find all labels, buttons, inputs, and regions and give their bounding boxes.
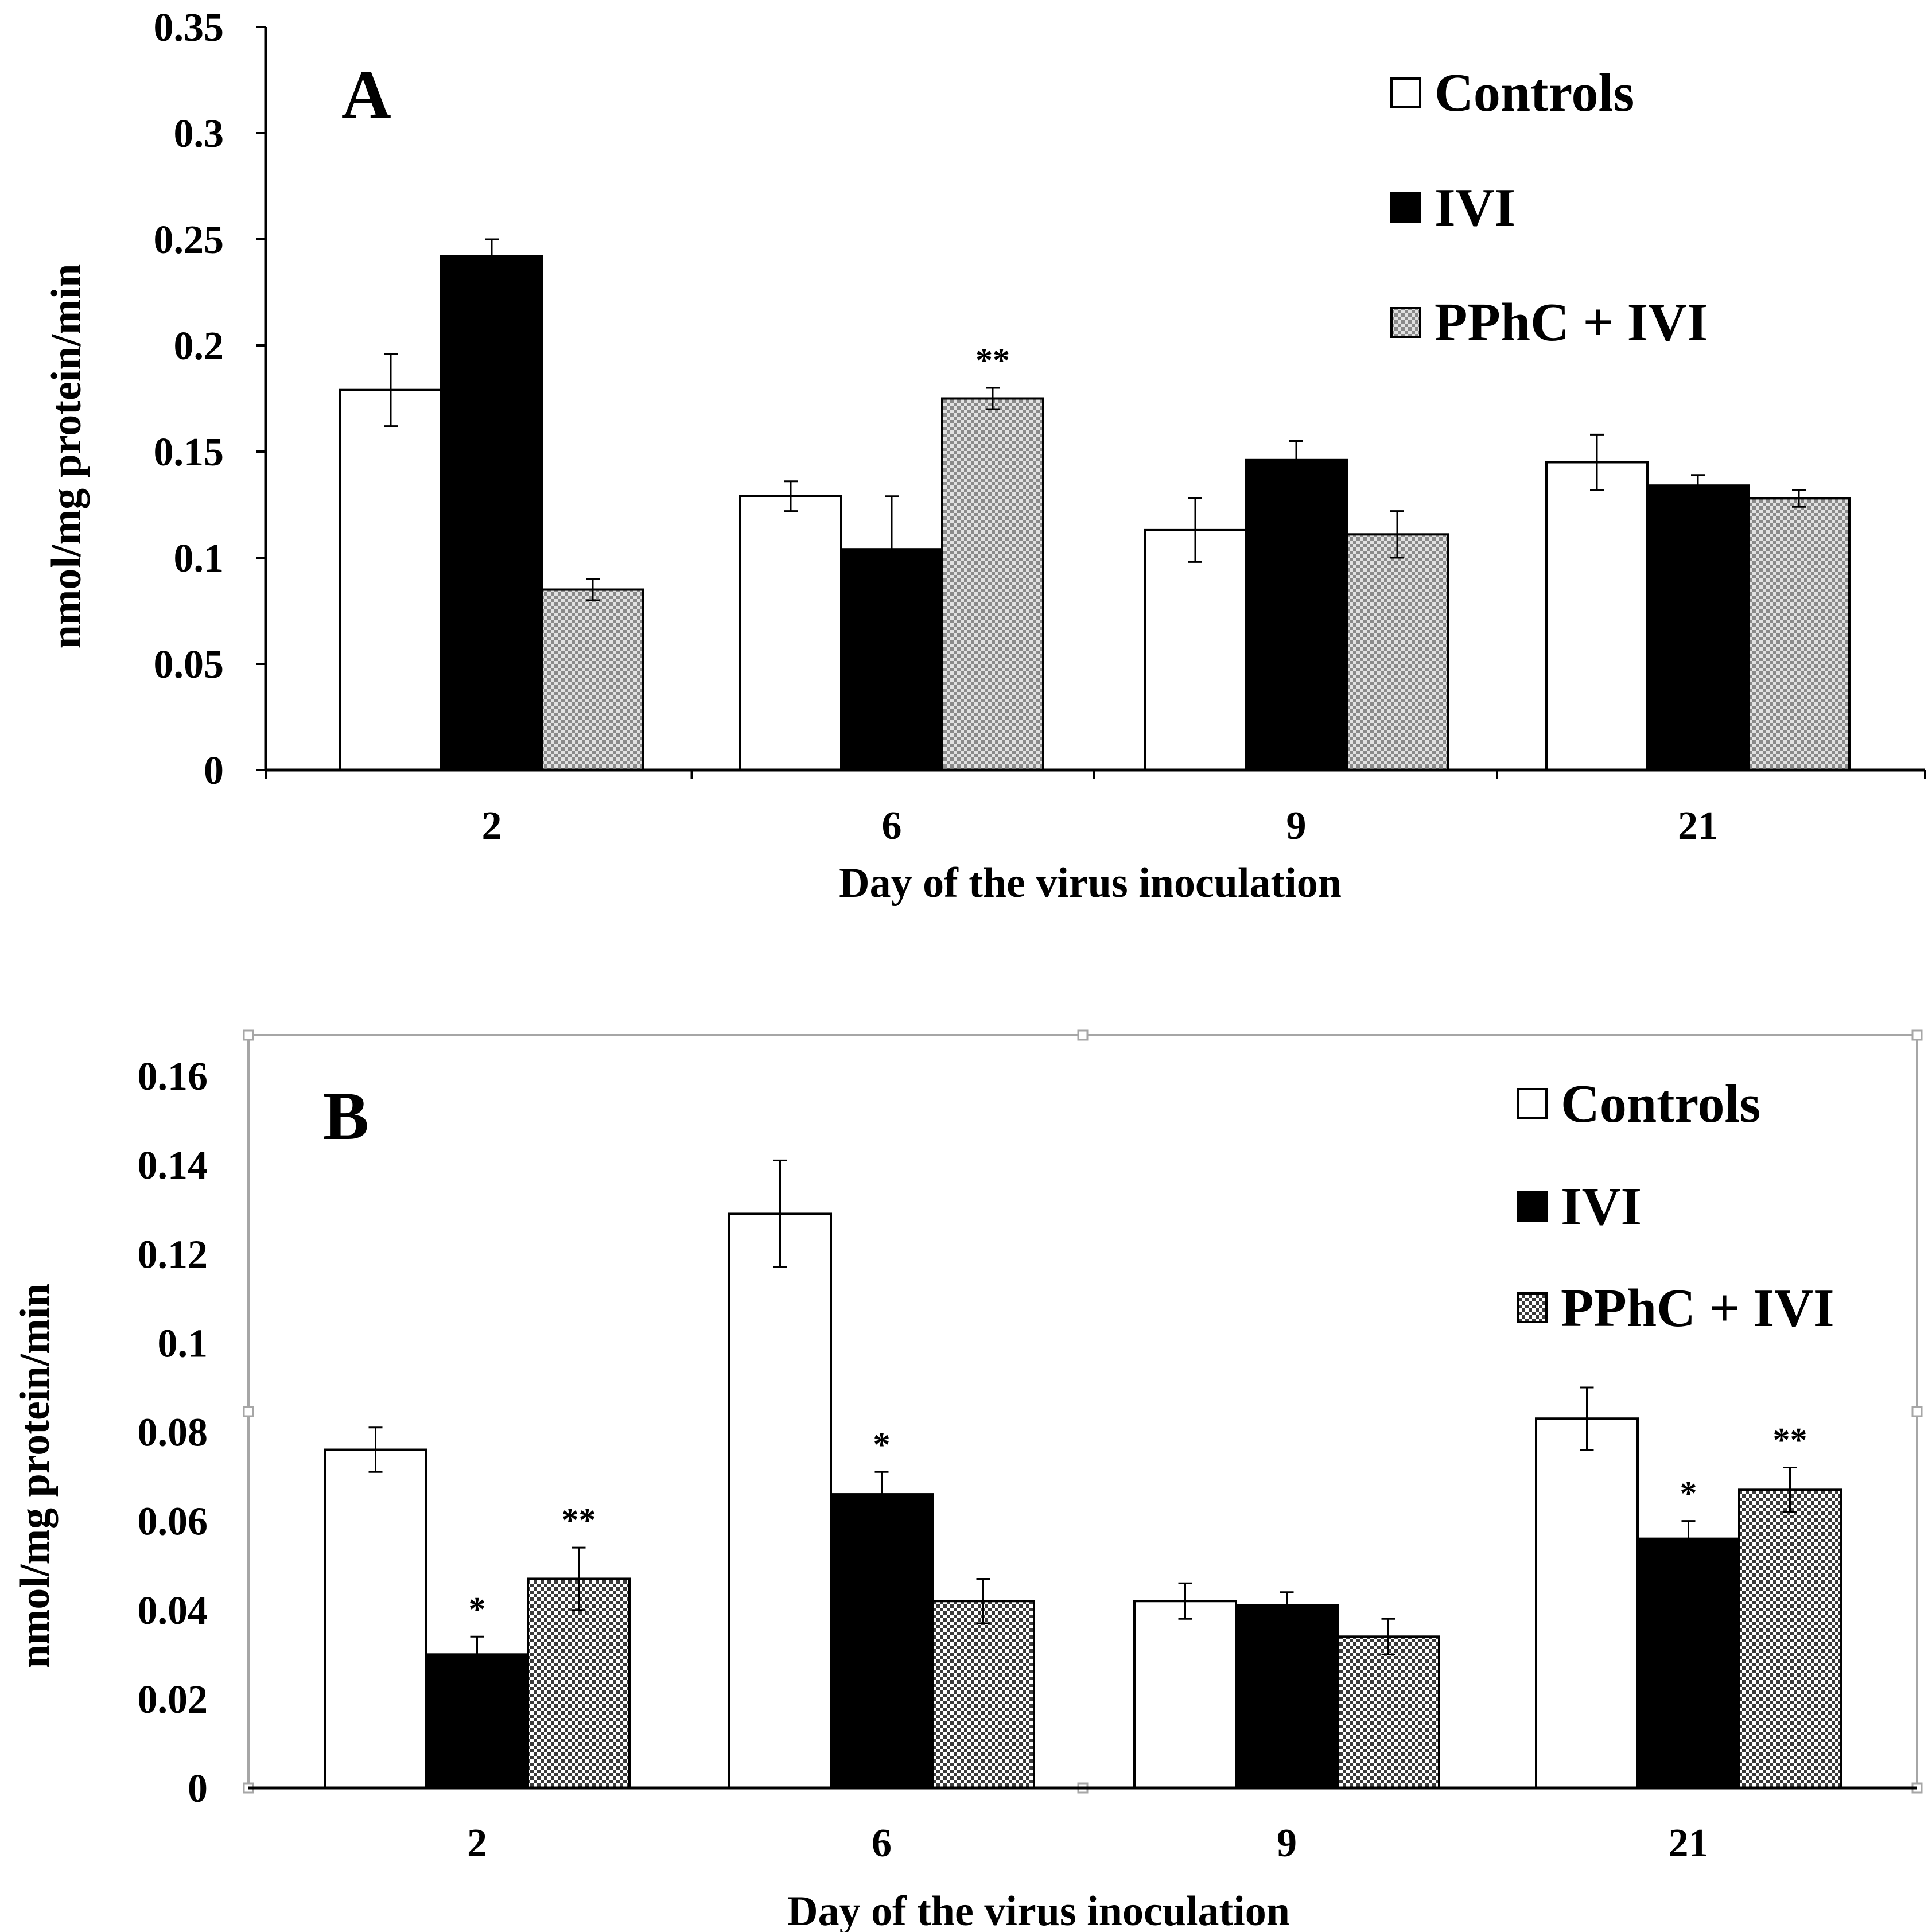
significance-marker: ** [975,341,1010,379]
y-tick-label: 0.14 [138,1144,208,1188]
x-axis-tick-labels: 2 6 9 21 [265,770,1926,848]
y-tick-label: 0.05 [154,643,224,687]
x-tick-label: 2 [467,1821,487,1865]
x-axis-title: Day of the virus inoculation [787,1888,1290,1932]
bar-controls-day-6 [739,495,842,771]
legend-label-controls: Controls [1561,1074,1760,1134]
significance-marker: * [469,1590,486,1628]
y-tick-label: 0.1 [174,537,224,581]
panel-label: A [341,56,391,133]
bar-ivi-day-2 [425,1653,529,1789]
y-tick-label: 0.3 [174,112,224,156]
significance-group: ** [975,341,1010,379]
bar-ivi-day-9 [1235,1604,1339,1789]
y-tick-label: 0 [188,1767,208,1811]
bar-group [324,1212,1842,1790]
y-tick-label: 0.1 [158,1321,208,1366]
bar-controls-day-9 [1133,1600,1237,1790]
y-tick-label: 0.06 [138,1500,208,1544]
bar-ivi-day-21 [1636,1537,1740,1789]
y-tick-label: 0 [204,749,224,793]
bar-pphc-ivi-day-2 [541,588,644,771]
bar-controls-day-9 [1144,528,1247,772]
bar-ivi-day-9 [1245,458,1348,771]
y-tick-label: 0.25 [154,218,224,262]
y-tick-label: 0.35 [154,6,224,50]
bar-pphc-ivi-day-21 [1738,1488,1842,1790]
y-tick-label: 0.04 [138,1589,208,1633]
bar-ivi-day-6 [830,1493,934,1789]
bar-ivi-day-21 [1646,484,1750,771]
chart-panel-b: B nmol/mg protein/min Day of the virus i… [11,1029,1923,1932]
resize-handle-icon[interactable] [1911,1406,1923,1417]
y-axis-title: nmol/mg protein/min [11,1284,59,1669]
legend-swatch-pphc-ivi [1517,1292,1548,1323]
legend-label-controls: Controls [1435,63,1634,123]
significance-marker: ** [562,1501,596,1539]
y-axis-ticks: 0 0.02 0.04 0.06 0.08 0.1 0.12 0.14 0.16 [138,1055,208,1811]
significance-marker: * [1680,1475,1697,1513]
bar-pphc-ivi-day-21 [1747,497,1851,772]
x-tick-label: 9 [1286,804,1307,848]
x-tick-label: 6 [872,1821,892,1865]
chart-panel-a: A nmol/mg protein/min Day of the virus i… [43,6,1926,907]
y-tick-label: 0.12 [138,1233,208,1277]
legend-label-ivi: IVI [1561,1177,1642,1237]
x-tick-label: 21 [1669,1821,1709,1865]
legend-swatch-controls [1517,1088,1548,1119]
resize-handle-icon[interactable] [243,1406,254,1417]
resize-handle-icon[interactable] [1077,1029,1089,1041]
bar-pphc-ivi-day-6 [941,397,1044,771]
bar-pphc-ivi-day-9 [1336,1635,1440,1790]
x-tick-label: 21 [1678,804,1718,848]
legend-label-pphc-ivi: PPhC + IVI [1561,1278,1834,1338]
legend-label-ivi: IVI [1435,178,1515,238]
legend-swatch-ivi [1390,192,1421,223]
y-tick-label: 0.16 [138,1055,208,1099]
y-tick-label: 0.15 [154,430,224,475]
x-axis-tick-labels: 2 6 9 21 [467,1821,1709,1865]
x-tick-label: 2 [482,804,502,848]
bar-ivi-day-2 [440,255,543,772]
bar-group [339,255,1851,772]
legend-label-pphc-ivi: PPhC + IVI [1435,293,1708,352]
significance-group: ******* [469,1421,1807,1628]
y-tick-label: 0.08 [138,1411,208,1455]
error-bar-group [384,238,1806,604]
y-tick-label: 0.2 [174,324,224,368]
x-tick-label: 9 [1277,1821,1297,1865]
resize-handle-icon[interactable] [243,1029,254,1041]
error-bar-group [368,1159,1797,1673]
bar-controls-day-2 [339,388,442,771]
legend: Controls IVI PPhC + IVI [1390,63,1708,352]
significance-marker: ** [1773,1421,1807,1459]
y-axis-title: nmol/mg protein/min [43,264,90,649]
y-tick-label: 0.02 [138,1678,208,1722]
y-axis-ticks: 0 0.05 0.1 0.15 0.2 0.25 0.3 0.35 [154,6,266,793]
bar-controls-day-21 [1535,1417,1639,1789]
bar-pphc-ivi-day-6 [931,1600,1035,1790]
legend-swatch-pphc-ivi [1390,307,1421,338]
x-tick-label: 6 [882,804,902,848]
legend: Controls IVI PPhC + IVI [1517,1074,1834,1338]
significance-marker: * [873,1425,891,1463]
legend-swatch-ivi [1517,1191,1548,1222]
x-axis-title: Day of the virus inoculation [839,860,1342,907]
bar-controls-day-2 [324,1448,427,1789]
bar-pphc-ivi-day-9 [1346,533,1449,771]
legend-swatch-controls [1390,77,1421,108]
bar-controls-day-6 [728,1212,832,1790]
resize-handle-icon[interactable] [1911,1029,1923,1041]
panel-label: B [323,1078,369,1154]
bar-controls-day-21 [1545,461,1649,771]
